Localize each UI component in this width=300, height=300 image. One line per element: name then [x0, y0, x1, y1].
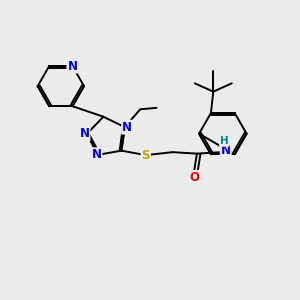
Text: H: H	[220, 136, 229, 146]
Text: S: S	[142, 148, 150, 162]
Text: N: N	[80, 127, 89, 140]
Text: N: N	[221, 144, 231, 157]
Text: O: O	[189, 171, 199, 184]
Text: N: N	[122, 121, 132, 134]
Text: N: N	[92, 148, 102, 161]
Text: N: N	[68, 59, 77, 73]
